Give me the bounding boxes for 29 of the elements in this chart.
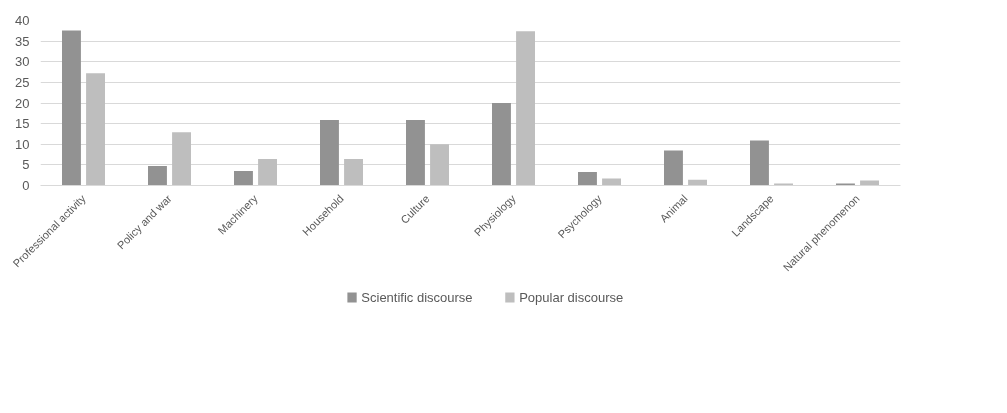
bar <box>62 30 81 186</box>
bar <box>492 103 511 186</box>
bar <box>148 166 167 186</box>
bar <box>234 171 253 186</box>
y-tick-label: 0 <box>22 178 30 193</box>
y-tick-label: 30 <box>15 54 30 70</box>
y-tick-label: 40 <box>15 13 30 28</box>
bar <box>774 183 793 186</box>
bar <box>430 144 449 186</box>
y-tick-label: 20 <box>15 95 30 111</box>
bar <box>516 31 535 186</box>
legend-label: Popular discourse <box>519 290 624 305</box>
bar <box>258 159 277 186</box>
bar <box>578 171 597 186</box>
y-tick-label: 10 <box>15 136 30 152</box>
legend-label: Scientific discourse <box>361 290 473 305</box>
bar <box>602 178 621 186</box>
y-tick-label: 25 <box>15 74 30 90</box>
bar <box>836 183 855 186</box>
bar <box>344 159 363 186</box>
bar <box>320 119 339 186</box>
y-tick-label: 35 <box>15 33 30 49</box>
y-tick-label: 5 <box>22 157 30 173</box>
bar <box>172 132 191 186</box>
bar <box>406 119 425 186</box>
bar <box>664 150 683 186</box>
bar <box>86 73 105 186</box>
bar <box>750 140 769 186</box>
y-tick-label: 15 <box>15 116 30 132</box>
